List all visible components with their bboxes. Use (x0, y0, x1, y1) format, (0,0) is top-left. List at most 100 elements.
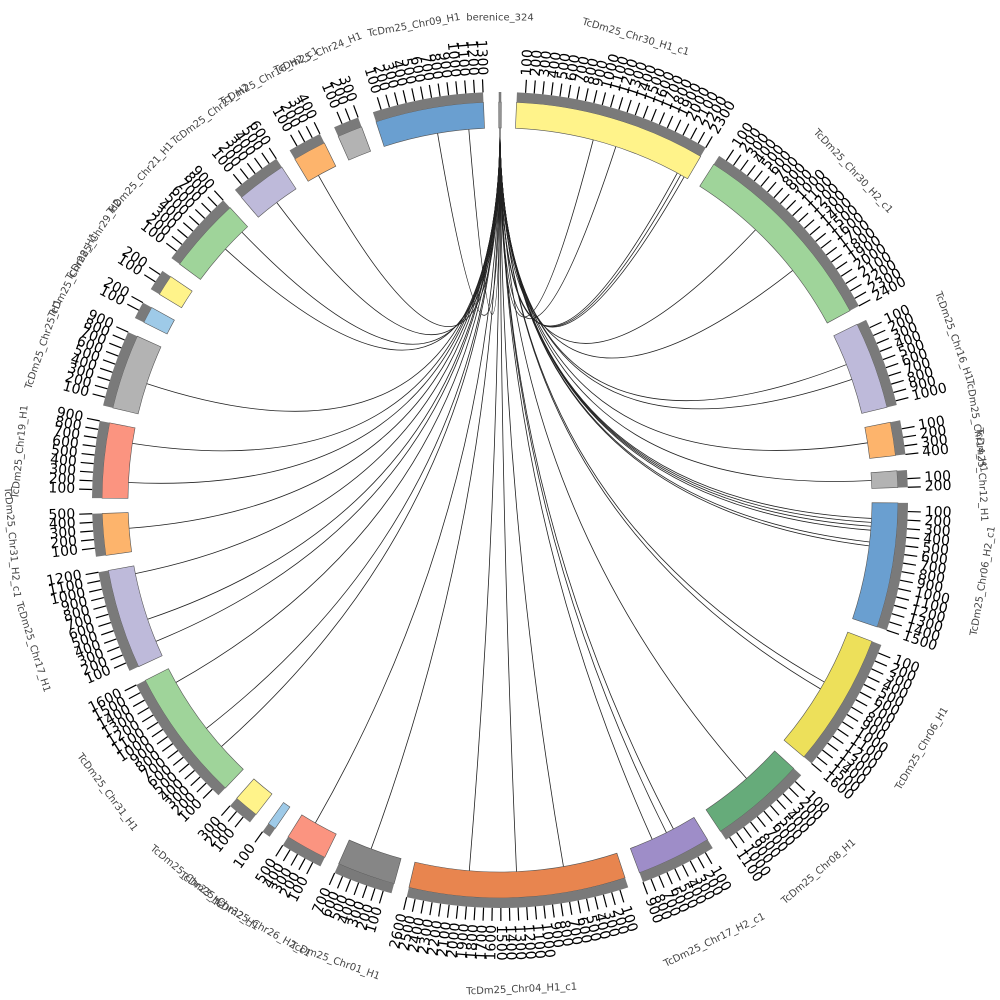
tick-mark (132, 699, 145, 708)
tick-mark (275, 844, 284, 857)
tick-mark (905, 452, 919, 456)
tick-mark (306, 862, 314, 875)
tick-mark (143, 274, 156, 283)
tick-mark (81, 452, 95, 456)
tick-label: 100 (925, 504, 952, 521)
tick-mark (345, 879, 352, 892)
tick-label: 500 (48, 506, 75, 523)
tick-mark (83, 435, 97, 439)
tick-label: 500 (921, 540, 949, 559)
segment (240, 166, 297, 218)
tick-mark (874, 660, 888, 667)
tick-label: 1000 (49, 585, 87, 608)
tick-label: 300 (66, 360, 96, 383)
tick-mark (704, 852, 713, 865)
tick-label: 100 (519, 49, 537, 77)
tick-mark (429, 902, 433, 916)
link (499, 127, 564, 867)
tick-mark (878, 652, 891, 659)
tick-mark (297, 130, 306, 143)
tick-mark (815, 232, 827, 242)
tick-mark (101, 630, 114, 636)
tick-label: 700 (52, 423, 81, 443)
tick-label: 1100 (529, 923, 548, 960)
tick-label: 800 (426, 52, 446, 81)
tick-mark (725, 149, 735, 161)
tick-mark (740, 159, 749, 171)
tick-mark (825, 246, 838, 256)
tick-mark (95, 613, 109, 619)
tick-mark (885, 362, 899, 369)
tick-mark (268, 147, 277, 160)
tick-label: 100 (231, 841, 260, 872)
tick-label: 400 (49, 452, 77, 470)
tick-label: 500 (398, 57, 419, 86)
tick-mark (184, 769, 195, 780)
segment-strip (234, 158, 282, 198)
tick-mark (907, 477, 921, 480)
tick-label: 900 (435, 51, 454, 80)
tick-mark (188, 215, 200, 226)
tick-mark (753, 170, 763, 182)
segment (101, 422, 136, 499)
segment-strip (92, 513, 106, 557)
tick-label: 100 (917, 413, 946, 433)
tick-mark (736, 832, 745, 844)
tick-mark (85, 571, 99, 576)
tick-mark (172, 756, 184, 766)
tick-label: 400 (49, 515, 77, 532)
tick-mark (361, 885, 368, 899)
tick-mark (760, 175, 770, 187)
segment (705, 750, 795, 832)
tick-mark (370, 888, 376, 901)
tick-mark (658, 875, 665, 888)
tick-label: 200 (528, 49, 546, 77)
tick-mark (559, 83, 563, 97)
segment-strip (229, 798, 257, 823)
tick-mark (769, 805, 780, 816)
tick-mark (141, 714, 154, 723)
tick-mark (232, 173, 242, 185)
tick-mark (690, 127, 698, 140)
tick-label: 100 (361, 66, 384, 96)
tick-mark (674, 868, 681, 881)
tick-mark (859, 691, 872, 699)
links (128, 127, 872, 872)
tick-mark (889, 621, 902, 627)
tick-mark (161, 743, 174, 752)
tick-mark (524, 79, 527, 93)
tick-label: 300 (600, 909, 622, 939)
tick-label: 500 (555, 52, 575, 81)
tick-label: 900 (55, 405, 84, 426)
tick-mark (832, 735, 844, 745)
segment (337, 126, 372, 161)
tick-mark (750, 821, 759, 833)
tick-mark (905, 545, 919, 549)
tick-mark (906, 528, 920, 531)
tick-mark (103, 638, 117, 644)
segment (515, 102, 702, 180)
tick-label: 200 (919, 423, 948, 443)
tick-mark (820, 239, 832, 249)
segment-strip (406, 877, 629, 908)
tick-label: 700 (572, 55, 593, 84)
tick-label: 100 (48, 480, 75, 497)
link (318, 127, 501, 327)
tick-mark (840, 268, 853, 277)
tick-mark (473, 907, 476, 921)
tick-mark (80, 539, 94, 542)
tick-mark (602, 894, 608, 908)
tick-mark (901, 425, 915, 430)
tick-mark (313, 121, 321, 135)
tick-label: 1900 (454, 923, 473, 960)
segment (143, 307, 175, 335)
tick-mark (811, 762, 822, 773)
tick-mark (550, 82, 554, 96)
tick-mark (851, 706, 864, 715)
segment-name: TcDm25_Chr06_H1 (893, 705, 951, 793)
tick-mark (107, 646, 120, 653)
tick-mark (102, 359, 116, 365)
tick-mark (837, 728, 849, 737)
segment-strip (372, 92, 484, 122)
tick-label: 2600 (387, 912, 411, 950)
